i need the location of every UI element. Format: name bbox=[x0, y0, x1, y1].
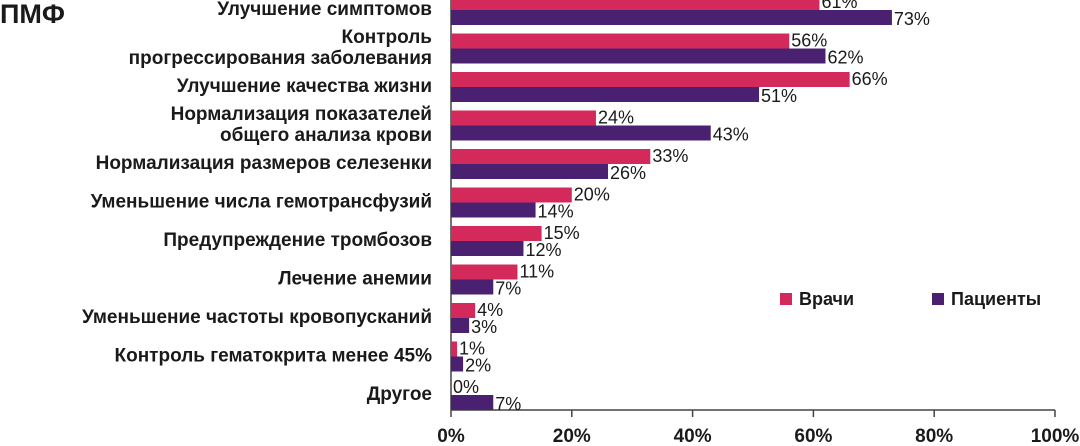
bar bbox=[451, 164, 609, 179]
category-label: Улучшение симптомов bbox=[217, 0, 432, 20]
value-label: 11% bbox=[519, 261, 554, 281]
value-label: 4% bbox=[477, 300, 503, 320]
bar bbox=[451, 279, 494, 295]
legend-label: Врачи bbox=[799, 289, 854, 309]
value-label: 62% bbox=[827, 47, 863, 67]
x-tick-label: 100% bbox=[1031, 426, 1080, 446]
bar bbox=[451, 33, 790, 49]
category-label: Предупреждение тромбозов bbox=[163, 230, 432, 251]
value-label: 14% bbox=[538, 201, 574, 221]
value-label: 73% bbox=[894, 9, 930, 29]
bar bbox=[451, 303, 476, 318]
bar bbox=[451, 110, 596, 126]
legend-swatch bbox=[932, 293, 944, 305]
category-label: Нормализация показателей общего анализа к… bbox=[171, 104, 432, 146]
x-tick-label: 60% bbox=[794, 426, 832, 446]
category-label: Уменьшение частоты кровопусканий bbox=[82, 307, 432, 328]
x-tick-label: 80% bbox=[915, 426, 953, 446]
value-label: 56% bbox=[791, 30, 827, 50]
legend-label: Пациенты bbox=[951, 289, 1041, 309]
x-tick-label: 40% bbox=[674, 426, 712, 446]
bar bbox=[451, 125, 711, 141]
bar bbox=[451, 264, 518, 280]
value-label: 15% bbox=[544, 223, 580, 243]
value-label: 61% bbox=[821, 0, 857, 12]
bar bbox=[451, 202, 536, 218]
value-label: 66% bbox=[852, 69, 888, 89]
bar bbox=[451, 187, 572, 203]
value-label: 7% bbox=[495, 394, 521, 414]
value-label: 2% bbox=[465, 355, 491, 375]
bar bbox=[451, 395, 494, 410]
bar bbox=[451, 318, 470, 333]
x-tick-label: 20% bbox=[553, 426, 591, 446]
bar bbox=[451, 356, 464, 372]
value-label: 51% bbox=[761, 86, 797, 106]
value-label: 43% bbox=[713, 124, 749, 144]
value-label: 0% bbox=[453, 377, 479, 397]
value-label: 26% bbox=[610, 163, 646, 183]
value-label: 1% bbox=[459, 338, 485, 358]
value-label: 12% bbox=[525, 240, 561, 260]
value-label: 24% bbox=[598, 107, 634, 127]
category-label: Другое bbox=[367, 384, 432, 405]
value-label: 33% bbox=[652, 146, 688, 166]
bar bbox=[451, 341, 458, 357]
value-label: 7% bbox=[495, 278, 521, 298]
category-label: Лечение анемии bbox=[278, 269, 432, 290]
category-label: Контроль прогрессирования заболевания bbox=[129, 27, 432, 69]
category-label: Нормализация размеров селезенки bbox=[96, 153, 432, 174]
chart-title: ПМФ bbox=[0, 0, 65, 29]
category-label: Уменьшение числа гемотрансфузий bbox=[91, 192, 432, 213]
bar bbox=[451, 10, 892, 25]
bar bbox=[451, 149, 651, 164]
legend-swatch bbox=[780, 293, 792, 305]
x-tick-label: 0% bbox=[437, 426, 465, 446]
bar bbox=[451, 241, 524, 256]
bar bbox=[451, 72, 850, 87]
value-label: 20% bbox=[574, 184, 610, 204]
bar bbox=[451, 226, 542, 241]
bar bbox=[451, 0, 820, 10]
category-label: Улучшение качества жизни bbox=[177, 76, 432, 97]
bar bbox=[451, 87, 760, 102]
category-label: Контроль гематокрита менее 45% bbox=[115, 346, 433, 367]
bar bbox=[451, 48, 826, 64]
value-label: 3% bbox=[471, 317, 497, 337]
